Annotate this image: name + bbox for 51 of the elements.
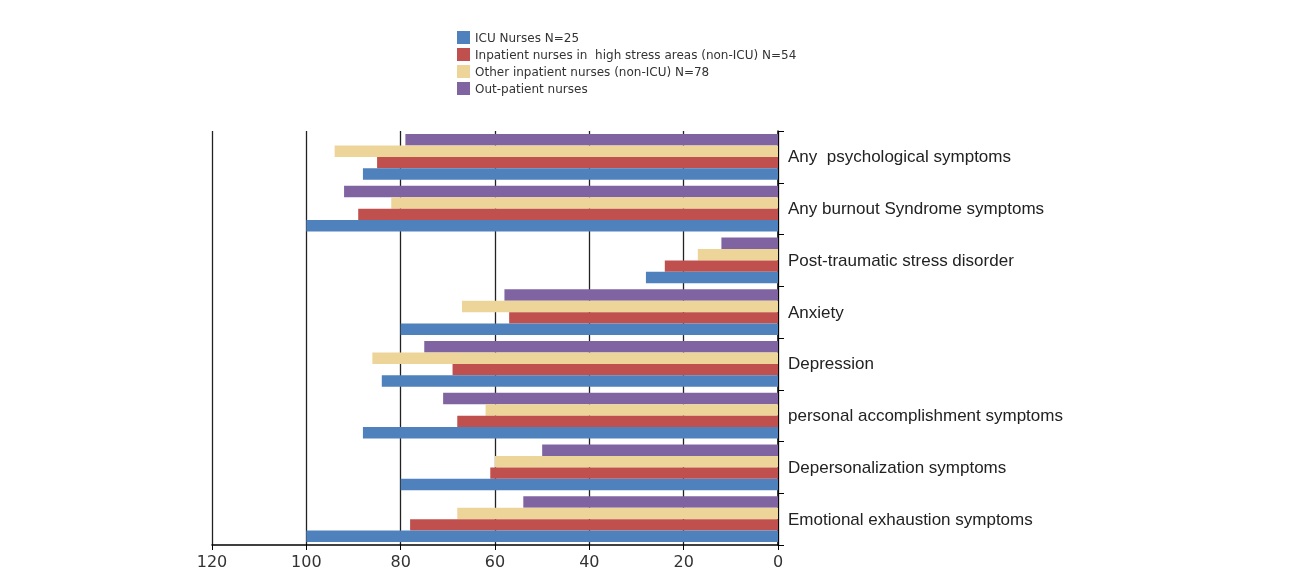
bar [509,312,778,324]
legend-label: Inpatient nurses in high stress areas (non-ICU) N=54 [475,47,797,62]
bar [400,478,778,491]
bar [372,352,778,364]
bar [490,467,778,479]
bar [400,323,778,335]
bar [362,427,778,439]
bar [495,455,778,468]
bar [391,197,778,209]
x-tick-label: 60 [484,551,506,571]
bar [523,496,778,508]
bar [377,156,778,169]
bar [405,134,778,146]
y-tick-label: Emotional exhaustion symptoms [788,509,1033,529]
x-tick-label: 100 [291,551,322,571]
y-tick-label: Anxiety [788,302,845,322]
y-tick-label: Post-traumatic stress disorder [788,250,1015,270]
x-tick-label: 0 [772,551,784,571]
bar [443,392,778,405]
legend-label: ICU Nurses N=25 [475,30,580,45]
bar [461,300,778,313]
bar [306,530,778,542]
bar [645,271,778,284]
bar [334,145,778,157]
y-tick-label: personal accomplishment symptoms [788,406,1063,426]
y-tick-label: Any burnout Syndrome symptoms [788,199,1045,219]
bar [485,404,778,416]
bar [362,168,778,180]
bar [504,289,778,301]
x-tick-label: 80 [390,551,411,571]
x-tick-label: 20 [673,551,694,571]
x-tick-label: 40 [579,551,600,571]
bar [306,220,778,232]
bar [697,248,778,261]
y-tick-label: Depression [788,354,874,374]
bar [410,519,778,531]
bar [721,237,778,249]
bar [664,260,778,272]
x-tick-label: 120 [196,551,228,571]
bar [452,363,778,376]
bar [457,415,778,428]
y-tick-label: Any psychological symptoms [788,147,1011,167]
y-tick-label: Depersonalization symptoms [788,457,1007,477]
bar [457,507,778,520]
legend-label: Other inpatient nurses (non-ICU) N=78 [475,64,710,79]
bar [424,341,778,353]
bar [344,185,778,198]
bar [542,444,778,456]
bar [381,375,778,387]
bar [358,208,778,221]
legend-label: Out-patient nurses [475,81,588,96]
